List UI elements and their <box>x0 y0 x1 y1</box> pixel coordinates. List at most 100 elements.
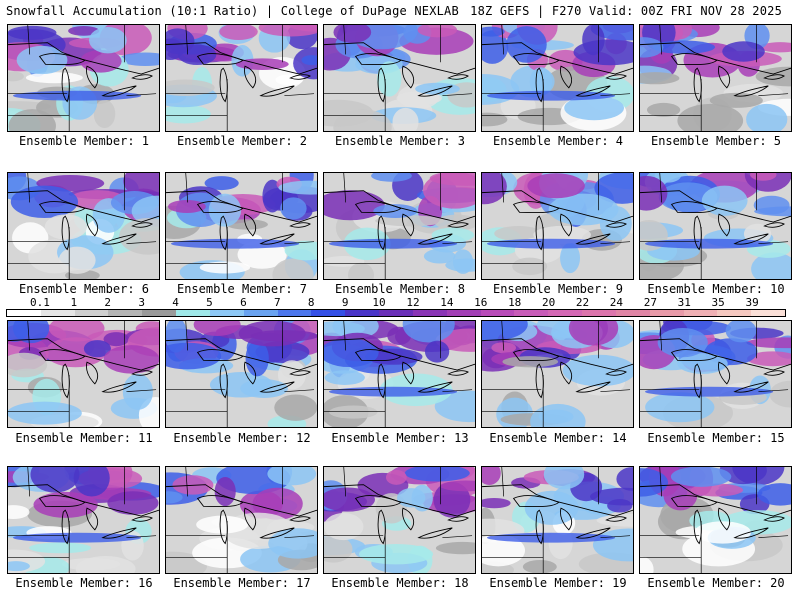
snowfall-shading <box>275 74 303 86</box>
colorbar-swatch <box>412 310 447 316</box>
snowfall-shading <box>324 99 374 127</box>
snowfall-shading <box>757 483 791 506</box>
ensemble-member-label: Ensemble Member: 16 <box>15 576 153 590</box>
ensemble-member-label: Ensemble Member: 15 <box>647 431 785 445</box>
snowfall-shading <box>262 179 283 213</box>
great-lakes-outline <box>196 495 311 545</box>
snowfall-shading <box>68 25 100 36</box>
snowfall-shading <box>429 173 475 186</box>
great-lakes-outline <box>354 349 469 399</box>
snowfall-shading <box>8 109 56 131</box>
colorbar-swatch <box>548 310 583 316</box>
ensemble-member-map <box>323 466 476 574</box>
colorbar-tick: 2 <box>104 296 112 309</box>
snowfall-map <box>640 25 791 131</box>
colorbar-tick: 4 <box>172 296 179 309</box>
snowfall-map <box>166 467 317 573</box>
snowfall-shading <box>404 467 470 482</box>
snow-band-shading <box>486 238 616 249</box>
snowfall-shading <box>440 480 475 492</box>
colorbar-tick: 10 <box>372 296 386 309</box>
snowfall-shading <box>482 498 511 509</box>
snowfall-shading <box>377 61 402 97</box>
us-canada-border <box>324 484 475 517</box>
us-canada-border <box>166 338 317 371</box>
snowfall-shading <box>646 102 681 117</box>
snowfall-map <box>166 321 317 427</box>
snowfall-map <box>324 467 475 573</box>
colorbar-swatch <box>683 310 718 316</box>
us-canada-border <box>482 338 633 371</box>
great-lakes-outline <box>670 349 785 399</box>
snowfall-shading <box>359 543 434 565</box>
ensemble-member-label: Ensemble Member: 13 <box>331 431 469 445</box>
snowfall-shading <box>522 560 557 573</box>
colorbar-tick: 24 <box>609 296 624 309</box>
snowfall-shading <box>564 95 625 121</box>
state-boundaries <box>8 25 157 131</box>
snowfall-shading <box>452 249 474 274</box>
us-canada-border <box>8 484 159 517</box>
snow-band-shading <box>644 238 774 249</box>
us-canada-border <box>166 42 317 75</box>
snowfall-shading <box>103 332 129 347</box>
great-lakes-outline <box>670 201 785 251</box>
ensemble-member-label: Ensemble Member: 17 <box>173 576 311 590</box>
snowfall-shading <box>594 173 633 204</box>
snowfall-shading <box>719 467 767 485</box>
snowfall-shading <box>758 42 791 53</box>
great-lakes-outline <box>38 349 153 399</box>
snowfall-shading <box>8 71 24 82</box>
us-canada-border <box>640 42 791 75</box>
ensemble-member-map <box>7 24 160 132</box>
state-boundaries <box>166 25 315 131</box>
snowfall-shading <box>107 491 159 515</box>
ensemble-member-map <box>7 320 160 428</box>
snowfall-shading <box>396 91 442 106</box>
snow-band-shading <box>644 386 774 397</box>
snowfall-shading <box>324 256 365 267</box>
snowfall-shading <box>219 25 258 41</box>
snowfall-shading <box>29 542 92 554</box>
colorbar-swatch <box>480 310 515 316</box>
snowfall-shading <box>73 467 110 497</box>
snowfall-shading <box>89 27 127 54</box>
snowfall-shading <box>640 37 664 58</box>
snowfall-shading <box>751 252 791 279</box>
snowfall-shading <box>347 262 375 279</box>
snowfall-shading <box>166 342 222 370</box>
snowfall-shading <box>701 185 748 216</box>
state-boundaries <box>482 25 631 131</box>
ensemble-member-label: Ensemble Member: 9 <box>492 282 624 296</box>
snow-band-shading <box>486 532 616 543</box>
snowfall-shading <box>423 248 456 264</box>
snowfall-shading <box>482 26 505 37</box>
snowfall-map <box>640 173 791 279</box>
us-canada-border <box>482 190 633 223</box>
snowfall-map <box>8 173 159 279</box>
snowfall-shading <box>538 409 574 424</box>
snowfall-shading <box>722 41 765 62</box>
ensemble-member-map <box>639 466 792 574</box>
snowfall-shading <box>93 99 116 129</box>
great-lakes-outline <box>38 53 153 103</box>
snowfall-shading <box>252 487 303 520</box>
state-boundaries <box>482 467 631 573</box>
state-boundaries <box>8 173 157 279</box>
snowfall-shading <box>12 321 50 344</box>
snowfall-shading <box>278 180 317 195</box>
snowfall-shading <box>590 487 633 506</box>
colorbar-tick: 22 <box>575 296 590 309</box>
state-boundaries <box>482 321 631 427</box>
snowfall-shading <box>506 26 547 63</box>
snowfall-shading <box>301 55 317 66</box>
ensemble-member-label: Ensemble Member: 6 <box>18 282 150 296</box>
ensemble-member-label: Ensemble Member: 5 <box>650 134 782 148</box>
colorbar-tick: 20 <box>541 296 556 309</box>
ensemble-member-map <box>7 466 160 574</box>
state-boundaries <box>166 467 315 573</box>
colorbar-tick: 8 <box>307 296 315 309</box>
snowfall-shading <box>25 72 83 84</box>
snowfall-shading <box>746 103 788 131</box>
snowfall-shading <box>33 491 98 518</box>
